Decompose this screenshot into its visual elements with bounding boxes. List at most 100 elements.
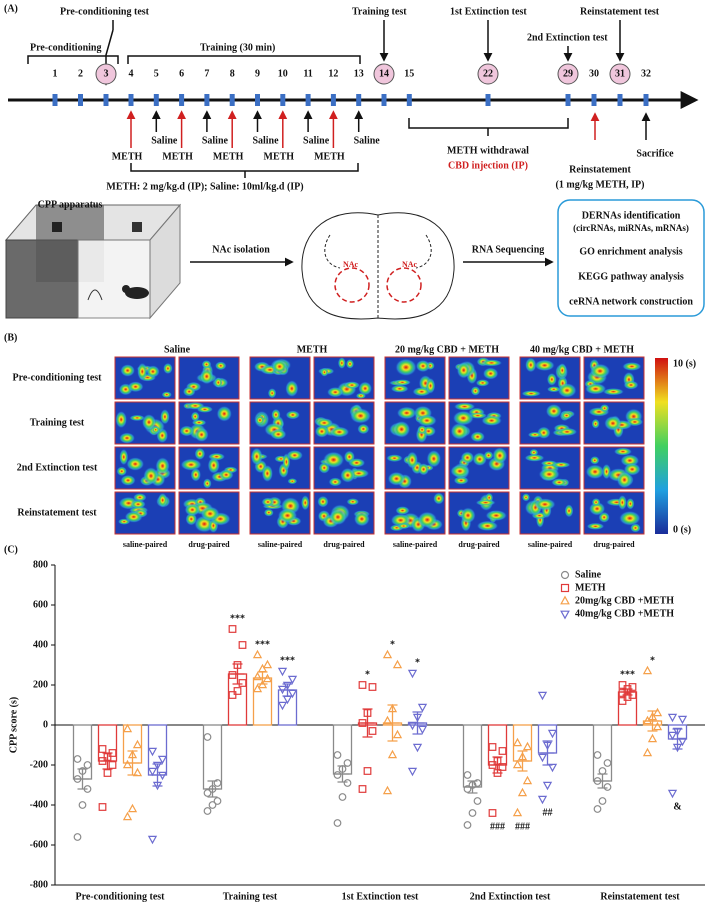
analysis-box xyxy=(557,199,705,317)
point xyxy=(358,785,367,793)
label: DERNAs identification xyxy=(582,210,681,221)
day-tick xyxy=(305,94,311,106)
point xyxy=(78,801,87,809)
point xyxy=(463,821,472,829)
heat-blob xyxy=(285,410,301,420)
heatmap xyxy=(178,446,240,490)
heatmap xyxy=(384,446,446,490)
heat-blob xyxy=(545,403,563,419)
heatmap xyxy=(519,401,581,445)
row-label: 2nd Extinction test xyxy=(17,462,98,473)
day-label: 12 xyxy=(328,68,338,79)
point xyxy=(392,729,403,739)
heat-blob xyxy=(277,508,298,524)
error-bar xyxy=(490,756,505,774)
heat-blob xyxy=(599,404,610,413)
heat-blob xyxy=(201,360,212,369)
heat-blob xyxy=(286,449,304,461)
point xyxy=(382,785,393,795)
heat-blob xyxy=(622,361,642,371)
panel-label: (C) xyxy=(4,544,18,555)
point xyxy=(208,785,217,793)
point xyxy=(647,733,658,743)
heat-blob xyxy=(534,359,555,372)
error-bar xyxy=(595,773,610,789)
point xyxy=(358,719,367,727)
heat-blob xyxy=(386,454,403,462)
row-label: Reinstatement test xyxy=(17,507,97,518)
heat-blob xyxy=(564,504,574,518)
label: METH withdrawal xyxy=(447,145,529,156)
point xyxy=(407,767,418,777)
heat-blob xyxy=(349,408,372,424)
legend-marker xyxy=(560,583,570,593)
point xyxy=(152,781,163,791)
point xyxy=(233,661,242,669)
y-tick-label: 800 xyxy=(33,559,48,570)
point xyxy=(618,697,627,705)
heatmap xyxy=(384,491,446,535)
legend-label: 20mg/kg CBD +METH xyxy=(575,595,674,606)
significance: * xyxy=(390,639,395,650)
heat-blob xyxy=(267,388,277,399)
point xyxy=(593,777,602,785)
point xyxy=(522,775,533,785)
error-bar xyxy=(230,663,245,685)
point xyxy=(208,801,217,809)
point xyxy=(277,667,288,677)
point xyxy=(537,753,548,763)
label: METH xyxy=(162,151,193,162)
day-label: 14 xyxy=(379,68,389,79)
point xyxy=(228,671,237,679)
heat-blob xyxy=(194,427,209,443)
point xyxy=(78,767,87,775)
heat-blob xyxy=(452,410,475,426)
heatmap xyxy=(519,356,581,400)
label: (1 mg/kg METH, IP) xyxy=(556,179,645,190)
heat-blob xyxy=(390,384,409,393)
heat-blob xyxy=(161,391,172,398)
day-tick xyxy=(153,94,159,106)
heat-blob xyxy=(584,383,607,395)
heatmap xyxy=(519,491,581,535)
label: GO enrichment analysis xyxy=(579,246,682,257)
point xyxy=(287,675,298,685)
point xyxy=(368,683,377,691)
group-title: 40 mg/kg CBD + METH xyxy=(530,344,634,355)
heat-blob xyxy=(616,471,633,489)
point xyxy=(238,679,247,687)
point xyxy=(333,751,342,759)
heat-blob xyxy=(133,493,147,502)
heat-blob xyxy=(285,380,299,398)
point xyxy=(667,713,678,723)
heat-blob xyxy=(425,377,436,394)
heat-blob xyxy=(395,506,410,515)
label: METH xyxy=(314,151,345,162)
day-circle xyxy=(95,63,117,85)
point xyxy=(122,759,133,769)
heat-blob xyxy=(546,372,557,386)
heat-blob xyxy=(315,417,334,428)
point xyxy=(252,683,263,693)
heat-blob xyxy=(470,386,481,396)
point xyxy=(652,707,663,717)
brain-section xyxy=(301,212,455,320)
heat-blob xyxy=(199,368,214,385)
cpp-apparatus xyxy=(4,203,182,320)
heat-blob xyxy=(472,452,488,467)
heat-blob xyxy=(202,478,212,489)
point xyxy=(628,691,637,699)
heat-blob xyxy=(255,415,265,426)
point xyxy=(537,691,548,701)
label: Training test xyxy=(352,6,407,17)
point xyxy=(277,701,288,711)
heat-blob xyxy=(355,392,367,399)
point xyxy=(512,737,523,747)
legend-marker xyxy=(560,595,570,605)
heat-blob xyxy=(450,464,470,478)
heat-blob xyxy=(546,386,561,393)
point xyxy=(103,753,112,761)
point xyxy=(228,691,237,699)
day-label: 4 xyxy=(129,68,134,79)
